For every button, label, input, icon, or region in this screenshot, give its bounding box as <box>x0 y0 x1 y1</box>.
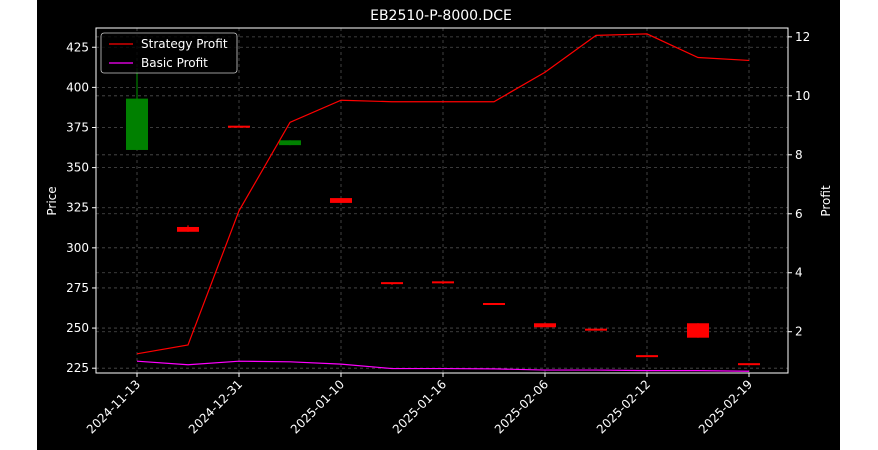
y-tick-label-right: 12 <box>795 30 810 44</box>
candle-body <box>687 323 709 338</box>
y-tick-label-left: 400 <box>66 80 89 94</box>
candle-body <box>177 226 199 232</box>
y-tick-label-left: 425 <box>66 40 89 54</box>
y-tick-label-left: 250 <box>66 321 89 335</box>
candlesticks <box>126 68 760 366</box>
profit-lines <box>136 33 750 372</box>
chart-figure: 225 250 275 300 325 350 375 400 425 2 4 6 8 10 12 2024-… <box>37 0 840 450</box>
y-tick-label-left: 225 <box>66 361 89 375</box>
axes: 225 250 275 300 325 350 375 400 425 2 4 6 8 10 12 2024-… <box>66 27 810 436</box>
x-tick-label: 2025-01-16 <box>390 377 449 436</box>
candle-body <box>738 363 760 366</box>
y-tick-label-right: 10 <box>795 89 810 103</box>
y-tick-label-left: 350 <box>66 161 89 175</box>
series-line <box>136 360 750 372</box>
candle-body <box>585 328 607 331</box>
y-tick-label-left: 300 <box>66 241 89 255</box>
x-tick-label: 2025-02-19 <box>696 377 755 436</box>
candle-body <box>636 355 658 358</box>
series-line <box>136 33 750 355</box>
x-tick-label: 2024-12-31 <box>186 377 245 436</box>
legend-label: Strategy Profit <box>141 37 228 51</box>
legend-box <box>100 32 238 74</box>
candle-body <box>432 281 454 284</box>
legend: Strategy Profit Basic Profit <box>100 32 238 74</box>
y-tick-label-left: 375 <box>66 120 89 134</box>
grid <box>96 28 788 373</box>
candle-body <box>381 282 403 285</box>
candle-body <box>330 198 352 203</box>
y-tick-label-right: 2 <box>795 325 803 339</box>
y-axis-label-left: Price <box>45 186 59 215</box>
legend-label: Basic Profit <box>141 56 208 70</box>
y-axis-label-right: Profit <box>819 185 833 217</box>
candle-body <box>279 140 301 146</box>
candle-body <box>126 98 148 150</box>
candle-body <box>483 303 505 305</box>
chart-title: EB2510-P-8000.DCE <box>370 8 512 24</box>
y-tick-label-right: 6 <box>795 207 803 221</box>
x-tick-label: 2025-01-10 <box>288 377 347 436</box>
y-tick-label-right: 8 <box>795 148 803 162</box>
chart-canvas: 225 250 275 300 325 350 375 400 425 2 4 6 8 10 12 2024-… <box>45 8 833 436</box>
y-tick-label-left: 275 <box>66 281 89 295</box>
plot-frame <box>95 27 789 374</box>
y-tick-label-left: 325 <box>66 201 89 215</box>
candle-body <box>534 323 556 328</box>
x-tick-label: 2024-11-13 <box>84 377 143 436</box>
x-tick-label: 2025-02-12 <box>594 377 653 436</box>
x-tick-label: 2025-02-06 <box>492 377 551 436</box>
candle-body <box>228 125 250 128</box>
y-tick-label-right: 4 <box>795 266 803 280</box>
